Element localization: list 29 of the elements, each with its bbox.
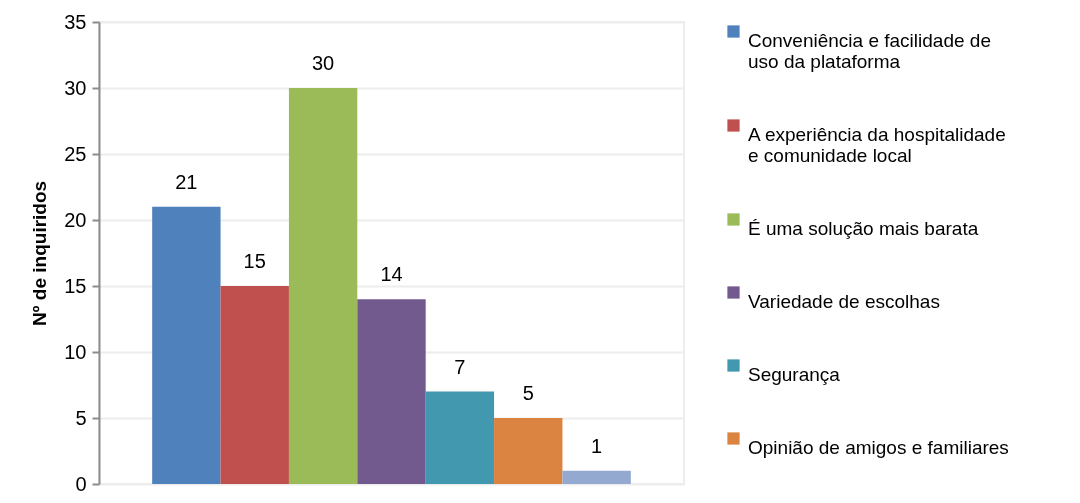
data-label: 5 <box>522 382 534 404</box>
data-label: 15 <box>243 250 266 272</box>
bar <box>357 299 426 484</box>
data-label: 30 <box>312 52 335 74</box>
legend-label: Conveniência e facilidade de uso da plataforma <box>748 29 991 72</box>
bar <box>562 470 631 484</box>
y-tick-label: 30 <box>64 76 87 99</box>
bar <box>494 418 563 484</box>
bar <box>288 88 358 484</box>
y-tick-label: 15 <box>64 274 87 297</box>
legend-label: É uma solução mais barata <box>748 217 979 239</box>
y-tick-label: 10 <box>64 340 87 363</box>
bar <box>152 206 221 484</box>
legend-label: A experiência da hospitalidade e comunidade local <box>748 123 1006 166</box>
bar <box>220 286 289 484</box>
legend-label: Opinião de amigos e familiares <box>748 436 1009 458</box>
legend-label: Segurança <box>748 363 841 385</box>
y-tick-label: 0 <box>75 472 87 495</box>
data-label: 7 <box>454 355 466 378</box>
data-label: 1 <box>591 434 603 457</box>
y-tick-label: 20 <box>64 208 87 231</box>
data-label: 14 <box>380 263 403 286</box>
legend-label: Variedade de escolhas <box>748 290 940 312</box>
bar <box>425 391 495 484</box>
y-tick-label: 25 <box>64 142 87 165</box>
data-label: 21 <box>175 170 198 193</box>
y-axis-title: Nº de inquiridos <box>29 180 51 327</box>
y-tick-label: 5 <box>75 406 87 429</box>
y-tick-label: 35 <box>64 10 87 33</box>
